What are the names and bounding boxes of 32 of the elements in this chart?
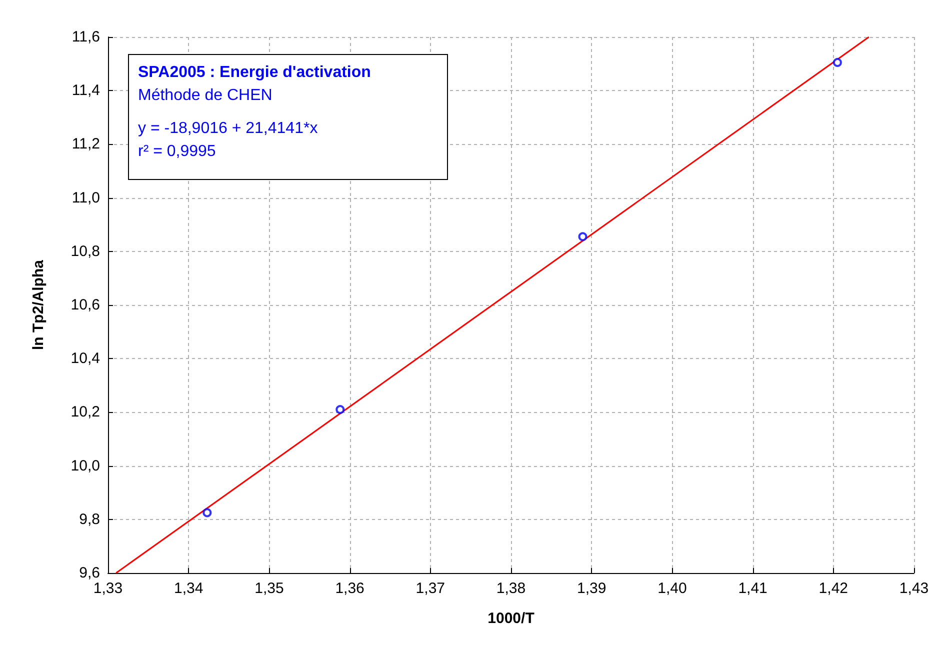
x-tick-label: 1,41 xyxy=(738,580,768,597)
y-tick-label: 10,8 xyxy=(70,242,100,260)
y-axis-title: ln Tp2/Alpha xyxy=(30,259,47,350)
y-tick-label: 11,2 xyxy=(72,136,100,153)
y-tick-label: 10,2 xyxy=(70,404,100,421)
x-tick-label: 1,42 xyxy=(818,580,848,597)
x-tick-label: 1,38 xyxy=(496,580,526,597)
x-axis-title: 1000/T xyxy=(488,610,534,627)
x-tick-label: 1,36 xyxy=(335,580,364,597)
point xyxy=(202,508,212,518)
y-tick-label: 10,6 xyxy=(70,296,100,314)
x-tick-label: 1,35 xyxy=(254,580,284,597)
y-tick-label: 10,0 xyxy=(70,457,100,474)
point xyxy=(578,232,588,242)
y-tick-label: 9,8 xyxy=(79,510,100,528)
annotation: SPA2005 : Energie d'activation xyxy=(138,63,372,83)
x-tick-label: 1,33 xyxy=(93,580,123,597)
x-tick-label: 1,39 xyxy=(577,580,606,597)
y-tick-label: 11,6 xyxy=(72,28,100,46)
y-tick-label: 11,4 xyxy=(72,82,100,100)
x-tick-label: 1,34 xyxy=(174,580,204,597)
y-tick-label: 10,4 xyxy=(70,350,100,368)
point xyxy=(336,405,345,414)
point xyxy=(832,58,842,67)
y-tick-label: 11,0 xyxy=(72,189,100,206)
annotation: r² = 0,9995 xyxy=(138,142,217,162)
y-tick-label: 9,6 xyxy=(79,564,100,582)
annotation: y = -18,9016 + 21,4141*x xyxy=(138,119,319,139)
x-tick-label: 1,37 xyxy=(416,580,445,597)
x-tick-label: 1,40 xyxy=(658,580,687,597)
annotation: Méthode de CHEN xyxy=(138,86,274,106)
x-tick-label: 1,43 xyxy=(899,580,929,597)
